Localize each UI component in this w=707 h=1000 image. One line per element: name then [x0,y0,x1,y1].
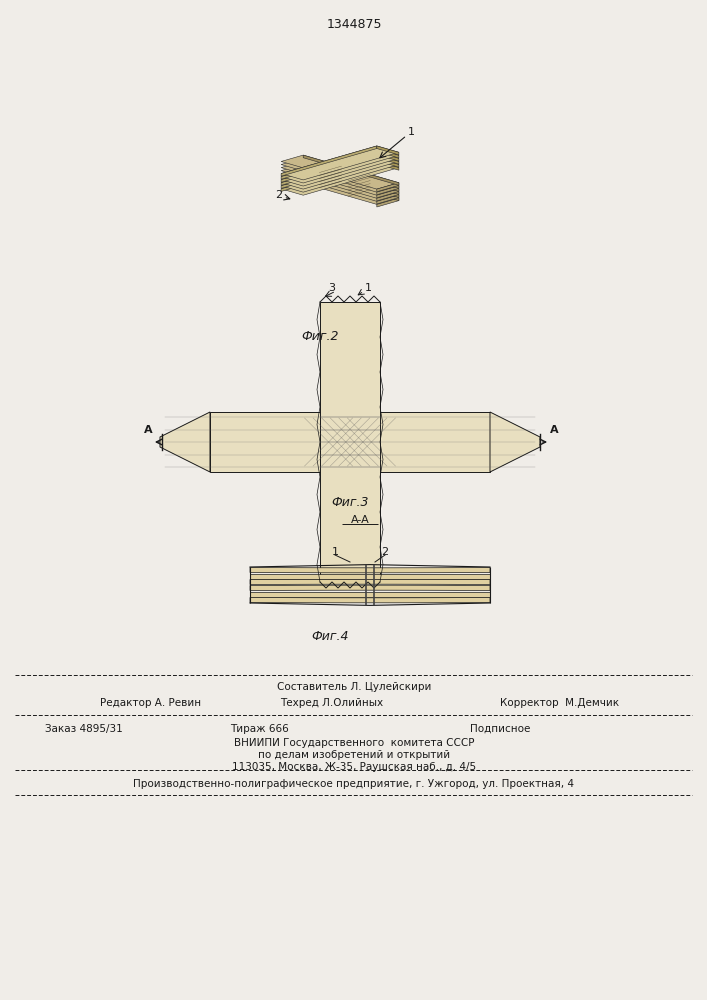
Polygon shape [377,161,399,170]
Polygon shape [281,149,399,183]
Polygon shape [303,158,399,188]
Text: A-A: A-A [351,515,369,525]
Polygon shape [250,591,490,596]
Polygon shape [281,167,399,201]
Text: 1: 1 [409,127,415,137]
Polygon shape [281,152,377,182]
Text: A: A [549,425,559,435]
Polygon shape [377,149,399,158]
Polygon shape [377,186,399,195]
Polygon shape [377,189,399,198]
Polygon shape [490,412,540,472]
Text: 1: 1 [365,283,371,293]
Text: Фиг.4: Фиг.4 [311,631,349,644]
Text: 1344875: 1344875 [326,18,382,31]
Text: ВНИИПИ Государственного  комитета СССР: ВНИИПИ Государственного комитета СССР [234,738,474,748]
Polygon shape [377,192,399,201]
Polygon shape [377,198,399,207]
Polygon shape [281,152,399,186]
Polygon shape [377,146,399,155]
Polygon shape [281,161,399,195]
Polygon shape [281,170,399,204]
Polygon shape [250,585,490,590]
Polygon shape [281,155,377,185]
Text: Подписное: Подписное [470,724,530,734]
Polygon shape [281,161,399,195]
Polygon shape [377,158,399,167]
Polygon shape [281,146,399,180]
Text: Фиг.3: Фиг.3 [332,495,369,508]
Text: Редактор А. Ревин: Редактор А. Ревин [100,698,201,708]
Polygon shape [281,155,399,189]
Text: 3: 3 [329,283,336,293]
Polygon shape [303,161,399,191]
Polygon shape [250,579,490,584]
Polygon shape [303,167,399,198]
Polygon shape [377,155,399,164]
Polygon shape [250,568,490,573]
Polygon shape [250,597,490,603]
Polygon shape [250,574,490,578]
Polygon shape [281,161,377,191]
Text: Тираж 666: Тираж 666 [230,724,288,734]
Polygon shape [281,164,399,198]
Polygon shape [281,146,377,176]
Text: 1: 1 [332,547,339,557]
Polygon shape [303,164,399,195]
Polygon shape [281,158,377,188]
Polygon shape [281,149,377,179]
Polygon shape [303,155,399,185]
Text: по делам изобретений и открытий: по делам изобретений и открытий [258,750,450,760]
Text: Корректор  М.Демчик: Корректор М.Демчик [500,698,619,708]
Text: Производственно-полиграфическое предприятие, г. Ужгород, ул. Проектная, 4: Производственно-полиграфическое предприя… [134,779,575,789]
Text: 2: 2 [275,190,282,200]
Polygon shape [281,158,399,192]
Text: Составитель Л. Цулейскири: Составитель Л. Цулейскири [277,682,431,692]
Polygon shape [281,158,399,192]
Text: 2: 2 [382,547,389,557]
Text: A: A [144,425,152,435]
Polygon shape [303,170,399,201]
Polygon shape [160,412,210,472]
Text: Техред Л.Олийных: Техред Л.Олийных [280,698,383,708]
Text: Фиг.2: Фиг.2 [301,330,339,344]
Polygon shape [320,302,380,582]
Text: 113035, Москва, Ж-35, Раушская наб., д. 4/5: 113035, Москва, Ж-35, Раушская наб., д. … [232,762,476,772]
Polygon shape [281,155,399,189]
Polygon shape [377,183,399,192]
Text: Заказ 4895/31: Заказ 4895/31 [45,724,123,734]
Polygon shape [377,195,399,204]
Polygon shape [377,152,399,161]
Polygon shape [210,412,490,472]
